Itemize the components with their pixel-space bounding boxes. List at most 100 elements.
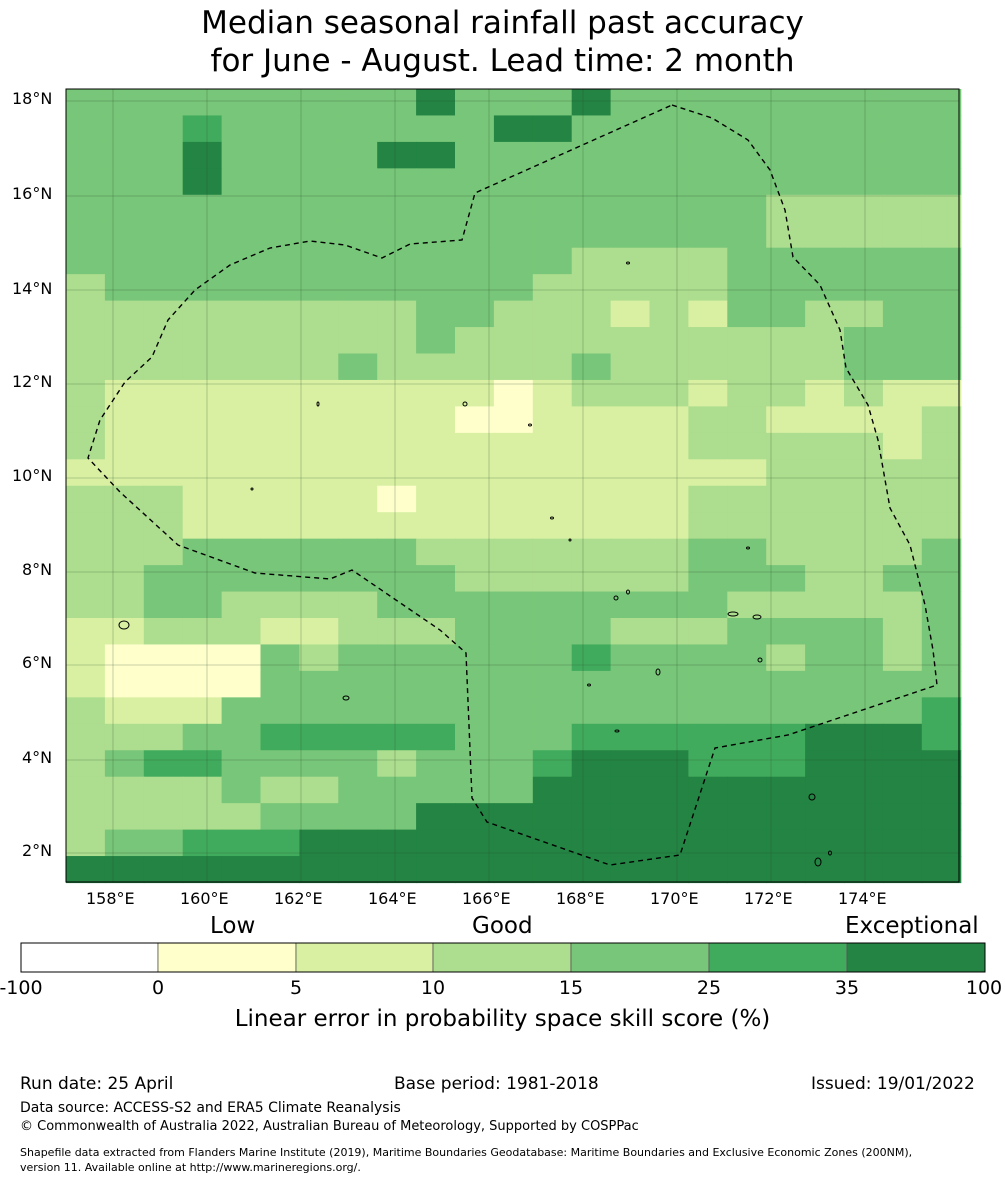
skill-cell (844, 670, 884, 698)
skill-cell (221, 353, 262, 381)
skill-cell (221, 856, 262, 884)
skill-cell (260, 406, 300, 434)
skill-cell (377, 406, 417, 434)
skill-cell (143, 670, 184, 698)
skill-cell (416, 168, 456, 196)
skill-cell (844, 274, 884, 302)
skill-cell (299, 829, 339, 857)
skill-cell (532, 776, 573, 804)
skill-cell (921, 247, 962, 275)
skill-cell (532, 829, 573, 857)
skill-cell (338, 538, 378, 566)
skill-cell (688, 803, 728, 831)
skill-cell (104, 141, 145, 169)
skill-cell (532, 379, 573, 407)
island (528, 423, 532, 427)
skill-cell (805, 141, 845, 169)
skill-cell (688, 591, 728, 619)
skill-cell (104, 115, 145, 143)
skill-cell (299, 565, 339, 593)
skill-cell (571, 141, 612, 169)
skill-cell (338, 803, 378, 831)
skill-cell (882, 538, 923, 566)
skill-cell (610, 618, 651, 646)
skill-cell (571, 406, 612, 434)
skill-cell (766, 115, 806, 143)
skill-cell (727, 538, 767, 566)
skill-cell (688, 221, 728, 249)
skill-cell (221, 750, 262, 778)
skill-cell (688, 141, 728, 169)
skill-cell (377, 512, 417, 540)
skill-cell (66, 538, 106, 566)
skill-cell (377, 750, 417, 778)
skill-cell (532, 300, 573, 328)
skill-cell (727, 803, 767, 831)
skill-cell (299, 274, 339, 302)
skill-cell (299, 432, 339, 460)
skill-cell (338, 353, 378, 381)
copyright-notice: © Commonwealth of Australia 2022, Austra… (20, 1119, 639, 1134)
skill-cell (493, 723, 534, 751)
skill-cell (66, 697, 106, 725)
skill-cell (571, 274, 612, 302)
skill-cell (805, 829, 845, 857)
skill-cell (260, 432, 300, 460)
skill-cell (844, 406, 884, 434)
island (613, 595, 619, 601)
skill-cell (377, 565, 417, 593)
skill-cell (844, 723, 884, 751)
skill-cell (104, 353, 145, 381)
skill-cell (532, 538, 573, 566)
skill-cell (260, 141, 300, 169)
island (626, 589, 630, 595)
skill-cell (844, 856, 884, 884)
skill-cell (571, 115, 612, 143)
skill-cell (66, 89, 106, 117)
skill-cell (610, 644, 651, 672)
skill-cell (299, 512, 339, 540)
skill-cell (844, 115, 884, 143)
skill-cell (143, 221, 184, 249)
skill-cell (416, 221, 456, 249)
skill-cell (493, 538, 534, 566)
skill-cell (416, 300, 456, 328)
skill-cell (66, 803, 106, 831)
skill-cell (338, 194, 378, 222)
skill-cell (921, 459, 962, 487)
skill-cell (571, 379, 612, 407)
skill-cell (882, 618, 923, 646)
skill-cell (882, 194, 923, 222)
skill-cell (649, 379, 689, 407)
skill-cell (104, 697, 145, 725)
skill-cell (649, 776, 689, 804)
skill-cell (532, 459, 573, 487)
skill-cell (260, 697, 300, 725)
skill-cell (104, 565, 145, 593)
issued-date: Issued: 19/01/2022 (811, 1074, 975, 1094)
skill-cell (377, 168, 417, 196)
skill-cell (455, 512, 495, 540)
skill-cell (571, 485, 612, 513)
skill-cell (416, 829, 456, 857)
skill-cell (649, 512, 689, 540)
skill-cell (182, 803, 223, 831)
skill-cell (921, 221, 962, 249)
skill-cell (377, 300, 417, 328)
skill-cell (182, 750, 223, 778)
skill-cell (688, 485, 728, 513)
skill-cell (610, 538, 651, 566)
skill-cell (104, 406, 145, 434)
eez-boundary (87, 104, 938, 866)
skill-cell (104, 432, 145, 460)
skill-cell (571, 89, 612, 117)
skill-cell (260, 856, 300, 884)
skill-cell (338, 565, 378, 593)
skill-cell (493, 803, 534, 831)
lon-label-166e: 166°E (462, 889, 511, 908)
skill-cell (299, 670, 339, 698)
skill-cell (455, 803, 495, 831)
skill-cell (844, 803, 884, 831)
skill-cell (377, 644, 417, 672)
colorbar-segment (295, 942, 434, 973)
